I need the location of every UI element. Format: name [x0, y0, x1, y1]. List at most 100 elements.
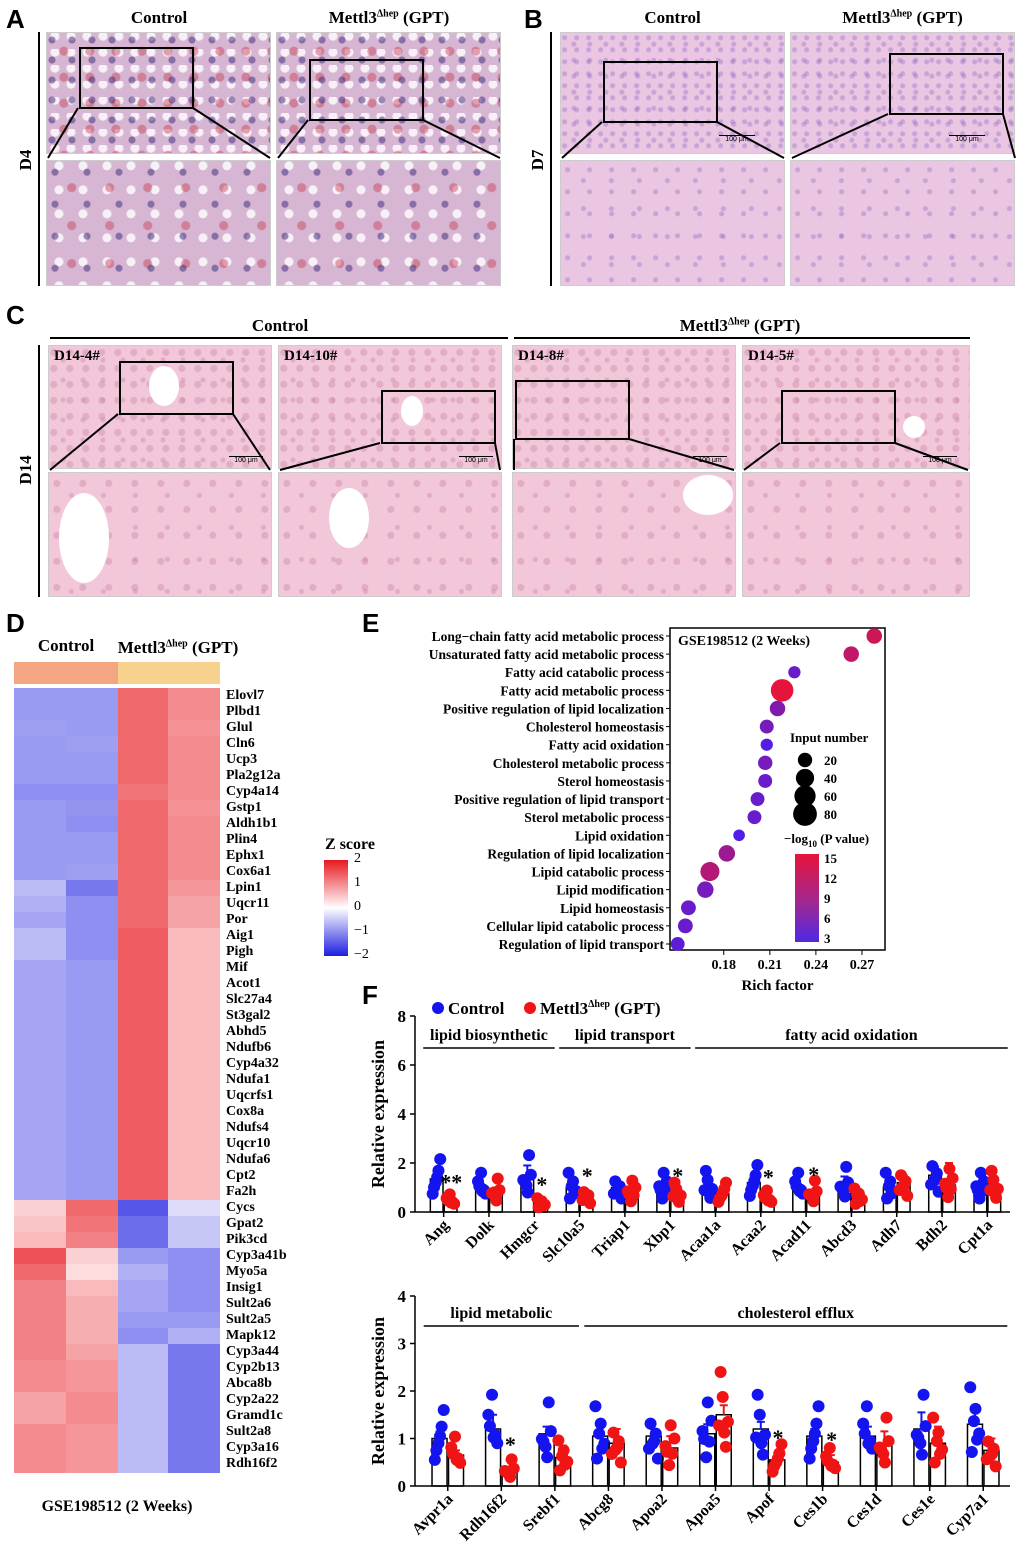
zscore-tick: −1	[354, 923, 369, 938]
data-point	[521, 1186, 534, 1199]
term-label: Sterol homeostasis	[557, 774, 664, 789]
data-point	[840, 1160, 853, 1173]
y-tick-label: 6	[398, 1056, 407, 1075]
heatmap-cell	[168, 816, 220, 833]
panel-c-sample4-overview: 100 μm	[742, 345, 970, 469]
data-point	[482, 1408, 495, 1421]
heatmap-cell	[14, 1088, 66, 1105]
heatmap-cell	[118, 1136, 168, 1153]
heatmap-cell	[118, 1328, 168, 1345]
data-point	[491, 1172, 504, 1185]
panel-c-sample1-overview: 100 μm	[48, 345, 272, 469]
data-point	[929, 1172, 942, 1185]
heatmap-cell	[118, 864, 168, 881]
bubble	[750, 792, 765, 807]
heatmap-gene-label: Uqcrfs1	[226, 1088, 274, 1103]
heatmap-cell	[168, 704, 220, 721]
vessel	[903, 416, 925, 438]
vessel	[329, 488, 369, 548]
heatmap-cell	[14, 1360, 66, 1377]
data-point	[875, 1443, 888, 1456]
bubble	[760, 738, 773, 751]
panel-d-label: D	[6, 608, 25, 638]
term-label: Lipid oxidation	[575, 828, 664, 843]
heatmap-cell	[118, 1120, 168, 1137]
heatmap-cell	[118, 1248, 168, 1265]
y-tick-label: 4	[398, 1105, 407, 1124]
data-point	[450, 1453, 463, 1466]
panel-b-zoom-lines	[561, 113, 1016, 159]
data-point	[860, 1400, 873, 1413]
heatmap-gene-label: Cycs	[226, 1200, 255, 1215]
panel-f-bottom-bar-chart: 0 1 2 3 4 Relative expression Avpr1a * Rdh16f2 Sr…	[370, 1287, 1010, 1544]
data-point	[435, 1420, 448, 1433]
heatmap-gene-label: Gpat2	[226, 1216, 264, 1231]
data-point	[714, 1366, 727, 1378]
heatmap-gene-label: Slc27a4	[226, 992, 272, 1007]
heatmap-cell	[118, 944, 168, 961]
heatmap-gene-label: Ndufa1	[226, 1072, 271, 1087]
heatmap-cell	[168, 1152, 220, 1169]
significance-marker: *	[826, 1427, 837, 1452]
heatmap-cell	[66, 720, 118, 737]
data-point	[940, 1181, 953, 1194]
heatmap-cell	[14, 1120, 66, 1137]
data-point	[805, 1442, 818, 1455]
data-point	[803, 1452, 816, 1465]
size-legend-label: 80	[824, 807, 837, 822]
heatmap-cell	[14, 800, 66, 817]
data-point	[671, 1192, 684, 1205]
scale-bar: 100 μm	[229, 456, 263, 464]
panel-b-label: B	[524, 4, 543, 34]
heatmap-cell	[168, 1072, 220, 1089]
heatmap-cell	[14, 816, 66, 833]
heatmap-cell	[168, 1360, 220, 1377]
heatmap-gene-label: St3gal2	[226, 1008, 271, 1023]
panel-f-top-bar-chart: Control Mettl3Δhep (GPT) 0 2 4 6 8 Relative exp…	[370, 999, 1010, 1266]
heatmap-cell	[118, 1280, 168, 1297]
color-legend-tick: 9	[824, 891, 831, 906]
legend-mutant-label: Mettl3Δhep (GPT)	[540, 999, 661, 1018]
data-point	[881, 1192, 894, 1205]
heatmap-gene-label: Plbd1	[226, 704, 262, 719]
heatmap-cell	[66, 1328, 118, 1345]
heatmap-cell	[66, 704, 118, 721]
heatmap-cell	[66, 992, 118, 1009]
term-label: Regulation of lipid localization	[487, 846, 664, 861]
heatmap-gene-label: Pik3cd	[226, 1232, 268, 1247]
heatmap-cell	[118, 768, 168, 785]
data-point	[878, 1456, 891, 1469]
heatmap-cell	[168, 784, 220, 801]
y-tick-label: 1	[398, 1430, 407, 1449]
data-point	[504, 1470, 517, 1483]
heatmap-gene-label: Elovl7	[226, 688, 265, 703]
heatmap-cell	[14, 912, 66, 929]
data-point	[668, 1176, 681, 1189]
heatmap-cell	[66, 1056, 118, 1073]
heatmap-cell	[118, 976, 168, 993]
bubble	[718, 845, 736, 862]
color-legend-tick: 6	[824, 911, 831, 926]
heatmap-cell	[118, 752, 168, 769]
heatmap-cell	[168, 1232, 220, 1249]
panel-c-group2-line	[514, 337, 970, 339]
heatmap-cell	[168, 1312, 220, 1329]
bubble	[697, 881, 714, 898]
zoom-box	[309, 59, 424, 121]
heatmap-gene-label: Cox8a	[226, 1104, 265, 1119]
heatmap-cell	[66, 1392, 118, 1409]
heatmap-gene-label: Ndufs4	[226, 1120, 269, 1135]
data-point	[490, 1194, 503, 1207]
data-point	[552, 1434, 565, 1447]
group-label: cholesterol efflux	[738, 1305, 855, 1322]
bar-group	[426, 1153, 461, 1213]
heatmap-cell	[66, 832, 118, 849]
heatmap-cell	[118, 688, 168, 705]
heatmap-cell	[66, 1216, 118, 1233]
heatmap-cell	[14, 1184, 66, 1201]
heatmap-cell	[66, 1264, 118, 1281]
bar-group	[589, 1400, 627, 1487]
heatmap-cell	[66, 864, 118, 881]
bar-group	[970, 1164, 1004, 1213]
heatmap-cell	[66, 768, 118, 785]
